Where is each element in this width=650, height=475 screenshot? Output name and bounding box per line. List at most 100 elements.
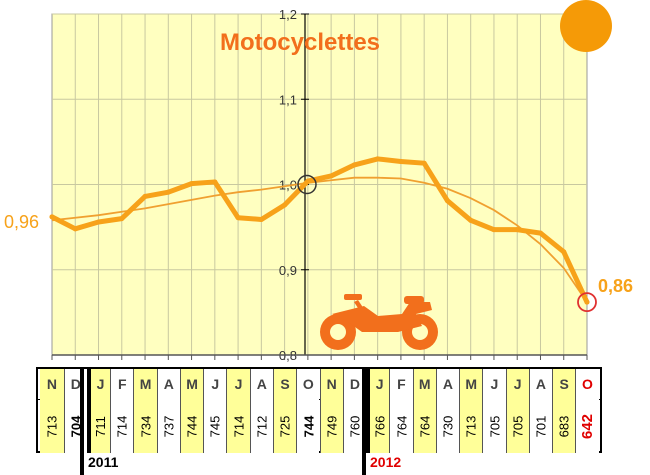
start-value-label: 0,96	[4, 212, 39, 232]
month-cell: A	[249, 369, 273, 399]
count-value: 744	[300, 415, 316, 437]
month-label: A	[442, 376, 453, 392]
chart-title: Motocyclettes	[220, 29, 380, 56]
data-point	[444, 198, 450, 204]
month-label: J	[375, 376, 384, 392]
year-label-2011: 2011	[88, 454, 119, 470]
month-cell: J	[505, 369, 529, 399]
count-value: 713	[463, 415, 479, 437]
month-cell: M	[179, 369, 204, 399]
count-cell: 683	[552, 399, 576, 453]
count-value: 705	[486, 415, 502, 437]
data-point	[142, 193, 148, 199]
data-point	[328, 173, 334, 179]
count-value: 711	[93, 415, 109, 437]
data-point	[561, 249, 567, 255]
count-value: 683	[556, 415, 572, 437]
month-cell: A	[156, 369, 180, 399]
month-cell: S	[272, 369, 297, 399]
count-cell: 734	[133, 399, 157, 453]
count-value: 725	[277, 415, 293, 437]
year-label-2012: 2012	[370, 454, 402, 470]
count-cell: 711	[86, 399, 111, 453]
series-group	[49, 156, 597, 313]
month-cell: O	[296, 369, 320, 399]
data-point	[537, 230, 543, 236]
month-label: O	[302, 376, 314, 392]
data-point	[282, 202, 288, 208]
count-value: 701	[533, 415, 549, 437]
count-cell: 766	[366, 399, 390, 453]
chart-svg: 0,80,91,01,11,2 Motocyclettes 0,96 0,86	[4, 0, 633, 363]
end-value-label: 0,86	[598, 276, 633, 296]
month-label: A	[256, 376, 267, 392]
month-cell: F	[389, 369, 413, 399]
count-cell: 744	[296, 399, 320, 453]
month-label: J	[96, 376, 105, 392]
month-label: M	[418, 376, 431, 392]
month-cell: N	[319, 369, 343, 399]
month-label: A	[535, 376, 547, 392]
count-cell: 749	[319, 399, 343, 453]
data-point	[189, 181, 195, 187]
month-cell: D	[342, 369, 366, 399]
month-cell: S	[552, 369, 576, 399]
count-value: 744	[184, 415, 200, 437]
reference-marker	[297, 174, 317, 195]
count-cell: 760	[342, 399, 366, 453]
count-value: 713	[44, 415, 60, 437]
count-cell: 713	[40, 399, 64, 453]
sun-icon	[560, 0, 612, 52]
data-point	[235, 215, 241, 221]
data-point	[96, 219, 102, 225]
count-value: 745	[207, 415, 223, 437]
count-value: 714	[231, 415, 247, 437]
data-point	[212, 179, 218, 185]
count-cell: 744	[179, 399, 204, 453]
year-divider-2012	[362, 367, 366, 475]
count-value: 737	[161, 415, 177, 437]
count-cell: 737	[156, 399, 180, 453]
count-cell: 712	[249, 399, 273, 453]
month-cell: M	[459, 369, 483, 399]
month-cell: J	[203, 369, 227, 399]
y-tick-label: 1,2	[279, 7, 297, 22]
month-label: J	[490, 376, 499, 392]
month-cell: M	[412, 369, 436, 399]
month-cell: N	[40, 369, 64, 399]
count-value: 712	[254, 415, 270, 437]
count-value: 764	[393, 415, 409, 437]
count-cell: 764	[389, 399, 413, 453]
month-label: J	[234, 376, 243, 392]
month-label: M	[465, 376, 478, 392]
data-point	[398, 158, 404, 164]
count-value: 766	[372, 415, 388, 437]
count-value: 730	[440, 415, 456, 437]
data-point	[305, 178, 311, 184]
grid	[52, 13, 587, 356]
count-value: 642	[578, 413, 596, 439]
data-point	[165, 189, 171, 195]
data-point	[421, 160, 427, 166]
count-cell: 705	[505, 399, 529, 453]
data-point	[49, 214, 55, 220]
month-label: M	[186, 376, 198, 392]
count-value: 714	[114, 415, 130, 437]
month-label: J	[211, 376, 220, 392]
count-cell: 730	[435, 399, 460, 453]
count-cell: 764	[412, 399, 436, 453]
y-tick-label: 1,1	[279, 92, 297, 107]
count-value: 705	[510, 415, 526, 437]
month-label: S	[280, 376, 290, 392]
count-cell: 705	[482, 399, 506, 453]
count-cell: 714	[110, 399, 134, 453]
count-cell: 725	[272, 399, 297, 453]
month-label: M	[139, 376, 152, 392]
count-row: 713 704 711 714 734 737 744 745 714 712 725 744 749 7…	[38, 399, 600, 453]
data-point	[258, 216, 264, 222]
month-cell: J	[482, 369, 506, 399]
month-label: D	[349, 376, 360, 392]
count-value: 760	[347, 415, 363, 437]
month-cell: M	[133, 369, 157, 399]
